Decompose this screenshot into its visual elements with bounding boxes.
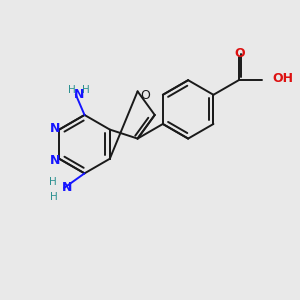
Text: O: O: [140, 89, 150, 102]
Text: H: H: [49, 177, 56, 187]
Text: H: H: [82, 85, 90, 95]
Text: OH: OH: [272, 72, 293, 85]
Text: N: N: [74, 88, 84, 101]
Text: N: N: [50, 122, 60, 135]
Text: H: H: [68, 85, 75, 95]
Text: N: N: [62, 182, 72, 194]
Text: N: N: [50, 154, 60, 167]
Text: O: O: [235, 47, 245, 60]
Text: H: H: [50, 192, 58, 202]
